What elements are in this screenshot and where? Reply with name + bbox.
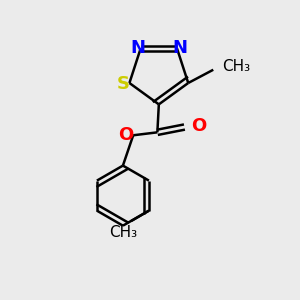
Text: S: S	[116, 76, 130, 94]
Text: CH₃: CH₃	[222, 59, 250, 74]
Text: CH₃: CH₃	[109, 225, 137, 240]
Text: O: O	[191, 117, 206, 135]
Text: N: N	[130, 39, 145, 57]
Text: N: N	[172, 39, 188, 57]
Text: O: O	[118, 126, 133, 144]
